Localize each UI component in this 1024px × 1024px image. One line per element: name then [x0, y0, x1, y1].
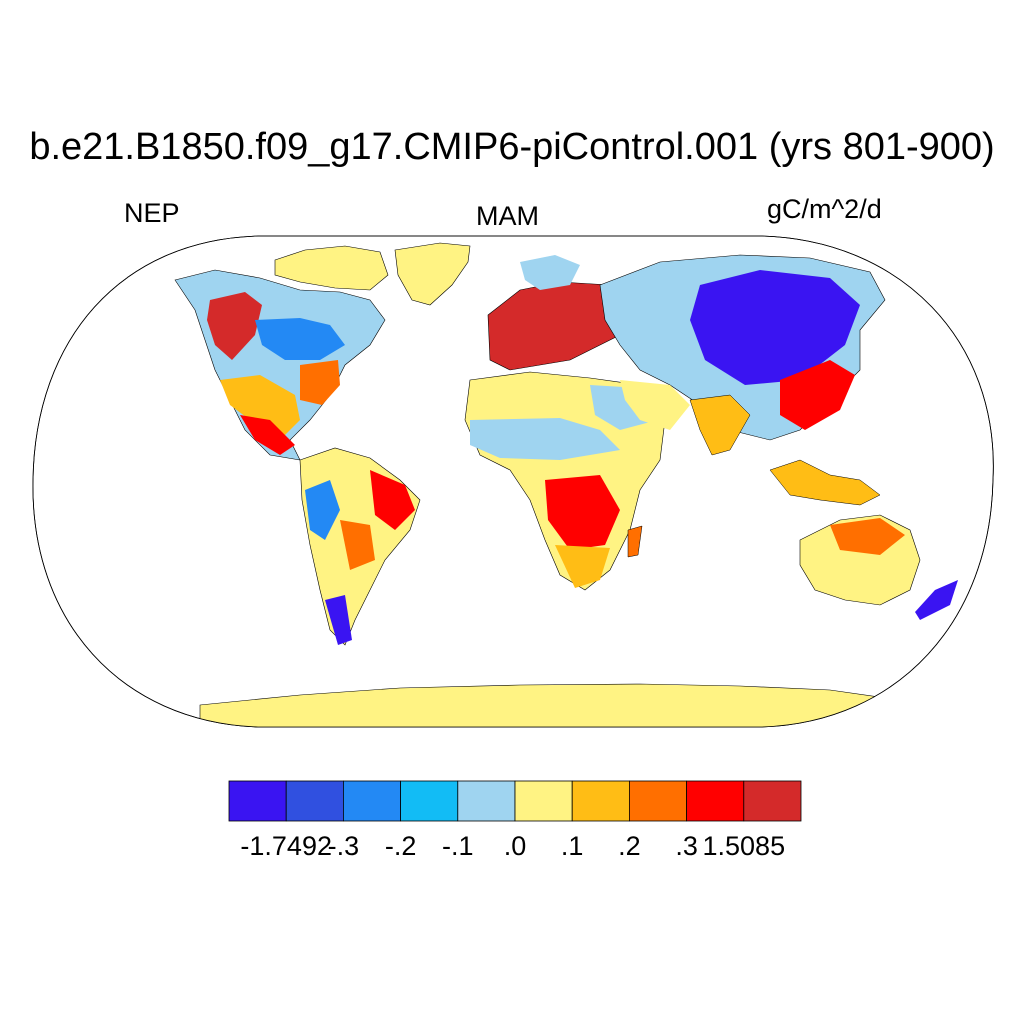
australia-north-orange [830, 518, 905, 555]
colorbar-box [400, 780, 459, 822]
sea-islands-region [769, 459, 881, 506]
sa-south-blue [325, 595, 352, 645]
sa-central-orange [340, 520, 375, 570]
colorbar-box [457, 780, 516, 822]
india-region [689, 394, 751, 456]
colorbar-box [686, 780, 745, 822]
colorbar-box [628, 780, 687, 822]
asia-east-red [780, 360, 855, 430]
na-boreal-blue [255, 318, 345, 360]
colorbar [228, 780, 802, 822]
colorbar-tick-label: -1.7492 [240, 831, 332, 861]
colorbar-box [228, 780, 287, 822]
colorbar-tick-label: -.1 [442, 831, 474, 861]
colorbar-box [571, 780, 630, 822]
map-title: b.e21.B1850.f09_g17.CMIP6-piControl.001 … [29, 126, 995, 168]
new-zealand-region [915, 580, 958, 620]
colorbar-tick-label: .3 [675, 831, 698, 861]
madagascar-region [627, 525, 643, 558]
africa-sahel-blue [470, 418, 620, 460]
colorbar-box [514, 780, 573, 822]
siberia-blue [690, 270, 860, 385]
season-label: MAM [476, 201, 539, 231]
colorbar-tick-label: .0 [503, 831, 527, 861]
na-south-orange [220, 375, 300, 440]
africa-south-orange [555, 545, 610, 588]
canada-arctic-region [274, 245, 389, 291]
na-west-coast-red [207, 292, 262, 360]
mexico-red [240, 415, 295, 455]
sa-west-blue [305, 480, 340, 540]
colorbar-tick-label: 1.5085 [702, 831, 786, 861]
africa-central-red [545, 475, 620, 550]
colorbar-box [285, 780, 344, 822]
antarctica-region [199, 683, 901, 727]
greenland-region [394, 242, 471, 306]
colorbar-box [343, 780, 402, 822]
colorbar-tick-label: -.2 [384, 831, 417, 861]
scandinavia-blue [520, 255, 580, 290]
units-label: gC/m^2/d [767, 194, 882, 224]
variable-label: NEP [124, 198, 180, 228]
sa-east-red [370, 470, 415, 530]
colorbar-tick-label: .2 [618, 831, 641, 861]
colorbar-box [743, 780, 802, 822]
na-east-orange [300, 360, 340, 405]
colorbar-tick-label: .1 [560, 831, 584, 861]
colorbar-tick-label: -.3 [327, 831, 360, 861]
middle-east-yellow [620, 380, 690, 430]
